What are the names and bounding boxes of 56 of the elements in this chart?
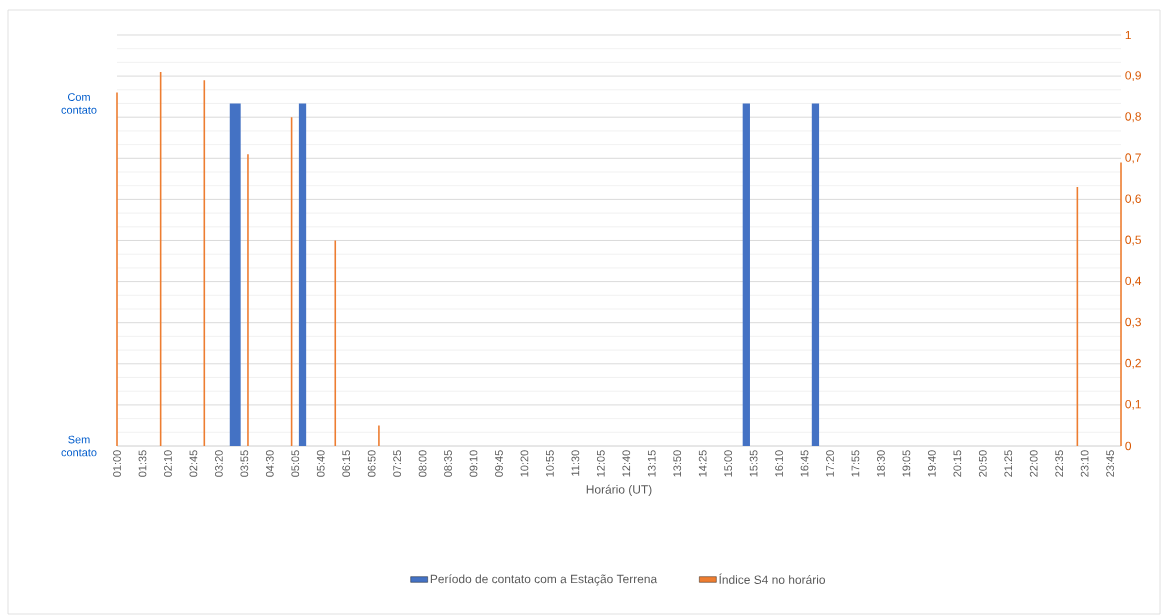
x-tick-label: 01:35 — [138, 450, 147, 477]
y-tick-label: 0,9 — [1125, 71, 1141, 82]
text: Sem contato — [61, 435, 97, 457]
y-tick-label: 0,3 — [1125, 317, 1141, 328]
x-tick-label: 20:50 — [978, 450, 987, 477]
x-tick-label: 12:05 — [596, 450, 605, 477]
y-tick-label: 1 — [1125, 30, 1131, 40]
y-tick-label: 0,7 — [1125, 153, 1141, 164]
x-tick-label: 21:25 — [1004, 450, 1013, 477]
x-tick-label: 17:55 — [851, 450, 860, 477]
x-tick-label: 08:00 — [418, 450, 427, 477]
x-tick-label: 06:15 — [342, 450, 351, 477]
y-tick-label: 0 — [1125, 441, 1132, 451]
y-tick-label: 0,1 — [1125, 399, 1141, 410]
x-tick-label: 03:20 — [214, 450, 223, 477]
x-tick-label: 05:40 — [316, 450, 325, 477]
x-tick-label: 13:50 — [673, 450, 682, 477]
x-axis-title: Horário (UT) — [586, 484, 652, 497]
x-tick-label: 14:25 — [698, 450, 707, 477]
legend-label: Período de contato com a Estação Terrena — [430, 574, 658, 586]
x-tick-label: 19:40 — [927, 450, 936, 477]
x-tick-label: 22:00 — [1029, 450, 1038, 477]
x-tick-label: 06:50 — [367, 450, 376, 477]
x-tick-label: 16:10 — [775, 450, 783, 477]
x-tick-label: 16:45 — [800, 450, 809, 477]
x-tick-label: 18:30 — [877, 450, 885, 477]
x-tick-label: 23:10 — [1080, 450, 1089, 477]
x-tick-label: 15:00 — [724, 450, 733, 477]
x-tick-label: 23:45 — [1106, 450, 1114, 477]
y-tick-label: 0,8 — [1125, 112, 1141, 123]
y-tick-label: 0,5 — [1125, 235, 1141, 246]
x-tick-label: 11:30 — [571, 450, 580, 476]
x-tick-label: 09:45 — [495, 450, 503, 477]
x-tick-label: 13:15 — [647, 450, 656, 477]
x-tick-label: 20:15 — [953, 450, 962, 477]
y-tick-label: 0,2 — [1125, 358, 1141, 369]
x-tick-label: 04:30 — [265, 450, 274, 477]
legend-label: Índice S4 no horário — [719, 573, 826, 584]
x-tick-label: 03:55 — [240, 450, 249, 477]
text: Com contato — [61, 93, 97, 114]
x-tick-label: 09:10 — [469, 450, 478, 477]
x-tick-label: 01:00 — [113, 450, 121, 477]
x-tick-label: 12:40 — [622, 450, 631, 477]
x-tick-label: 02:10 — [164, 450, 172, 477]
x-tick-label: 02:45 — [189, 450, 198, 477]
x-tick-label: 17:20 — [826, 450, 834, 477]
x-tick-label: 22:35 — [1055, 450, 1064, 477]
y-tick-label: 0,6 — [1125, 194, 1141, 205]
x-tick-label: 07:25 — [393, 450, 401, 477]
y-tick-label: 0,4 — [1125, 276, 1142, 287]
x-tick-label: 10:20 — [520, 450, 529, 477]
x-tick-label: 05:05 — [291, 450, 300, 477]
x-tick-label: 10:55 — [546, 450, 554, 477]
x-tick-label: 15:35 — [749, 450, 758, 477]
x-tick-label: 19:05 — [902, 450, 911, 477]
x-tick-label: 08:35 — [444, 450, 452, 477]
